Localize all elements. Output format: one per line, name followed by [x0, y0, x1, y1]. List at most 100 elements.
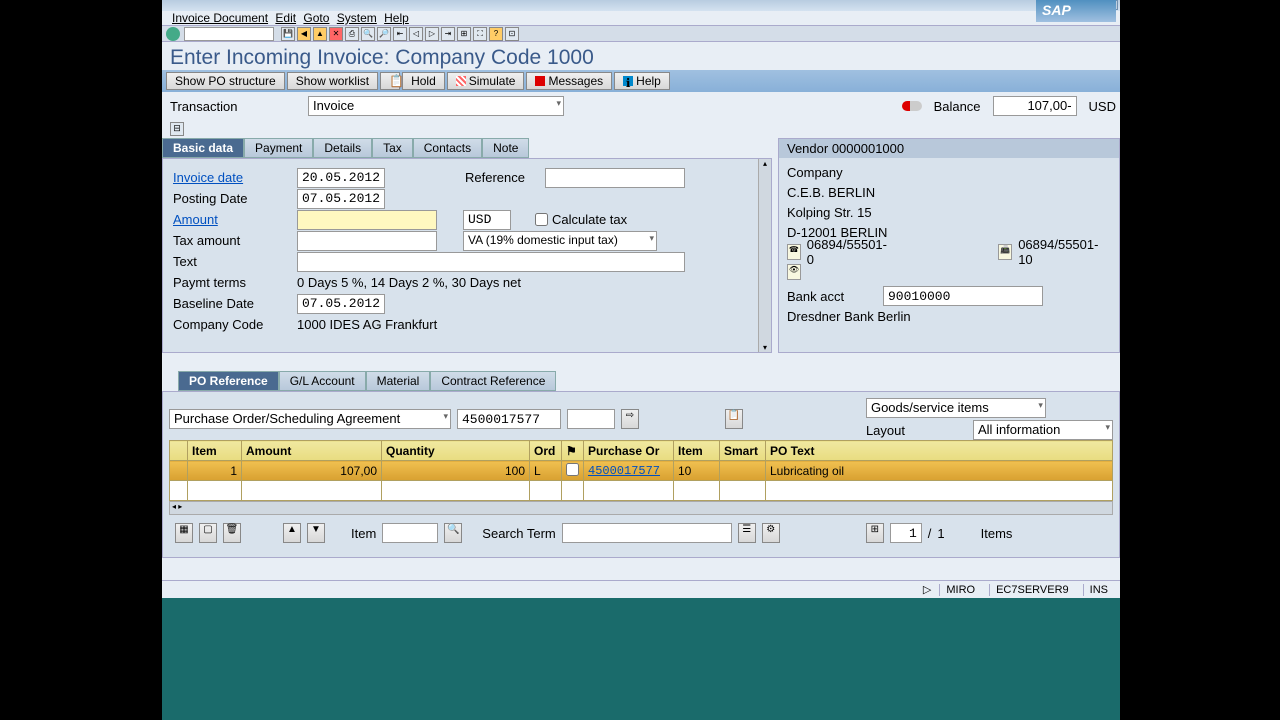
- text-label: Text: [169, 254, 297, 269]
- item-label: Item: [351, 526, 376, 541]
- amount-currency[interactable]: [463, 210, 511, 230]
- tab-payment[interactable]: Payment: [244, 138, 313, 158]
- save-icon[interactable]: 💾: [281, 27, 295, 41]
- exit-icon[interactable]: ▲: [313, 27, 327, 41]
- col-smart[interactable]: Smart: [720, 441, 766, 461]
- display-vendor-icon[interactable]: 👁: [787, 264, 801, 280]
- po-search-icon[interactable]: ⇨: [621, 409, 639, 429]
- filter-icon[interactable]: ☰: [738, 523, 756, 543]
- posting-date-label: Posting Date: [169, 191, 297, 206]
- deselectall-icon[interactable]: ▢: [199, 523, 217, 543]
- tab-tax[interactable]: Tax: [372, 138, 413, 158]
- enter-icon[interactable]: [166, 27, 180, 41]
- nextpage-icon[interactable]: ▷: [425, 27, 439, 41]
- table-row[interactable]: 1 107,00 100 L 4500017577 10 Lubricating…: [170, 461, 1113, 481]
- baseline-date-input[interactable]: [297, 294, 385, 314]
- calc-tax-checkbox[interactable]: [535, 213, 548, 226]
- search-term-input[interactable]: [562, 523, 732, 543]
- back-icon[interactable]: ◀: [297, 27, 311, 41]
- menu-help[interactable]: Help: [384, 11, 409, 25]
- goods-service-combo[interactable]: Goods/service items: [866, 398, 1046, 418]
- tab-contacts[interactable]: Contacts: [413, 138, 482, 158]
- col-item[interactable]: Item: [188, 441, 242, 461]
- item-goto-input[interactable]: [382, 523, 438, 543]
- tab-po-reference[interactable]: PO Reference: [178, 371, 279, 391]
- bank-acct-input[interactable]: [883, 286, 1043, 306]
- menu-system[interactable]: System: [337, 11, 377, 25]
- other-button[interactable]: 📋: [380, 72, 400, 90]
- tab-details[interactable]: Details: [313, 138, 372, 158]
- hold-button[interactable]: Hold: [402, 72, 445, 90]
- col-flag[interactable]: ⚑: [562, 441, 584, 461]
- po-items-grid: Item Amount Quantity Ord ⚑ Purchase Or I…: [169, 440, 1113, 501]
- tab-basic-data[interactable]: Basic data: [162, 138, 244, 158]
- po-item-input[interactable]: [567, 409, 615, 429]
- find-icon[interactable]: 🔍: [361, 27, 375, 41]
- menu-invoice-doc[interactable]: Invoice Document: [172, 11, 268, 25]
- row-checkbox[interactable]: [566, 463, 579, 476]
- layout-icon2[interactable]: ⊞: [866, 523, 884, 543]
- statusbar: ▷ MIRO EC7SERVER9 INS: [162, 580, 1120, 598]
- po-link[interactable]: 4500017577: [588, 464, 660, 478]
- sortasc-icon[interactable]: ▲: [283, 523, 301, 543]
- balance-traffic-icon: [902, 101, 922, 111]
- grid-hscroll[interactable]: [169, 501, 1113, 515]
- command-field[interactable]: [184, 27, 274, 41]
- col-po[interactable]: Purchase Or: [584, 441, 674, 461]
- basic-scrollbar[interactable]: [758, 159, 771, 352]
- lastpage-icon[interactable]: ⇥: [441, 27, 455, 41]
- selectall-icon[interactable]: ▦: [175, 523, 193, 543]
- prevpage-icon[interactable]: ◁: [409, 27, 423, 41]
- tab-contract-ref[interactable]: Contract Reference: [430, 371, 556, 391]
- tab-gl-account[interactable]: G/L Account: [279, 371, 366, 391]
- tab-note[interactable]: Note: [482, 138, 529, 158]
- po-assign-icon[interactable]: 📋: [725, 409, 743, 429]
- cancel-icon[interactable]: ✕: [329, 27, 343, 41]
- bank-name: Dresdner Bank Berlin: [787, 306, 1111, 326]
- item-search-icon[interactable]: 🔍: [444, 523, 462, 543]
- tax-code-combo[interactable]: VA (19% domestic input tax): [463, 231, 657, 251]
- ref-type-combo[interactable]: Purchase Order/Scheduling Agreement: [169, 409, 451, 429]
- col-ord[interactable]: Ord: [530, 441, 562, 461]
- amount-input[interactable]: [297, 210, 437, 230]
- reference-input[interactable]: [545, 168, 685, 188]
- simulate-button[interactable]: Simulate: [447, 72, 525, 90]
- invoice-date-label[interactable]: Invoice date: [169, 170, 297, 185]
- amount-label[interactable]: Amount: [169, 212, 297, 227]
- transaction-combo[interactable]: Invoice: [308, 96, 564, 116]
- menu-goto[interactable]: Goto: [303, 11, 329, 25]
- layout-combo[interactable]: All information: [973, 420, 1113, 440]
- shortcut-icon[interactable]: ⛶: [473, 27, 487, 41]
- text-input[interactable]: [297, 252, 685, 272]
- findnext-icon[interactable]: 🔎: [377, 27, 391, 41]
- toggle-header-icon[interactable]: ⊟: [170, 122, 184, 136]
- show-worklist-button[interactable]: Show worklist: [287, 72, 378, 90]
- sortdesc-icon[interactable]: ▼: [307, 523, 325, 543]
- help-icon[interactable]: ?: [489, 27, 503, 41]
- phone-icon[interactable]: ☎: [787, 244, 801, 260]
- po-number-input[interactable]: [457, 409, 561, 429]
- firstpage-icon[interactable]: ⇤: [393, 27, 407, 41]
- print-icon[interactable]: ⎙: [345, 27, 359, 41]
- filter2-icon[interactable]: ⚙: [762, 523, 780, 543]
- menu-edit[interactable]: Edit: [275, 11, 296, 25]
- col-quantity[interactable]: Quantity: [382, 441, 530, 461]
- table-row-empty[interactable]: [170, 481, 1113, 501]
- col-amount[interactable]: Amount: [242, 441, 382, 461]
- help-button[interactable]: ℹHelp: [614, 72, 670, 90]
- invoice-date-input[interactable]: [297, 168, 385, 188]
- fax-icon[interactable]: 📠: [998, 244, 1012, 260]
- newsession-icon[interactable]: ⊞: [457, 27, 471, 41]
- col-select[interactable]: [170, 441, 188, 461]
- titlebar: _ □ ×: [162, 0, 1120, 11]
- messages-button[interactable]: Messages: [526, 72, 612, 90]
- layout-icon[interactable]: ⊡: [505, 27, 519, 41]
- delete-icon[interactable]: 🗑: [223, 523, 241, 543]
- show-po-button[interactable]: Show PO structure: [166, 72, 285, 90]
- page-current[interactable]: [890, 523, 922, 543]
- tab-material[interactable]: Material: [366, 371, 431, 391]
- col-potext[interactable]: PO Text: [766, 441, 1113, 461]
- col-poitem[interactable]: Item: [674, 441, 720, 461]
- tax-amount-input[interactable]: [297, 231, 437, 251]
- posting-date-input[interactable]: [297, 189, 385, 209]
